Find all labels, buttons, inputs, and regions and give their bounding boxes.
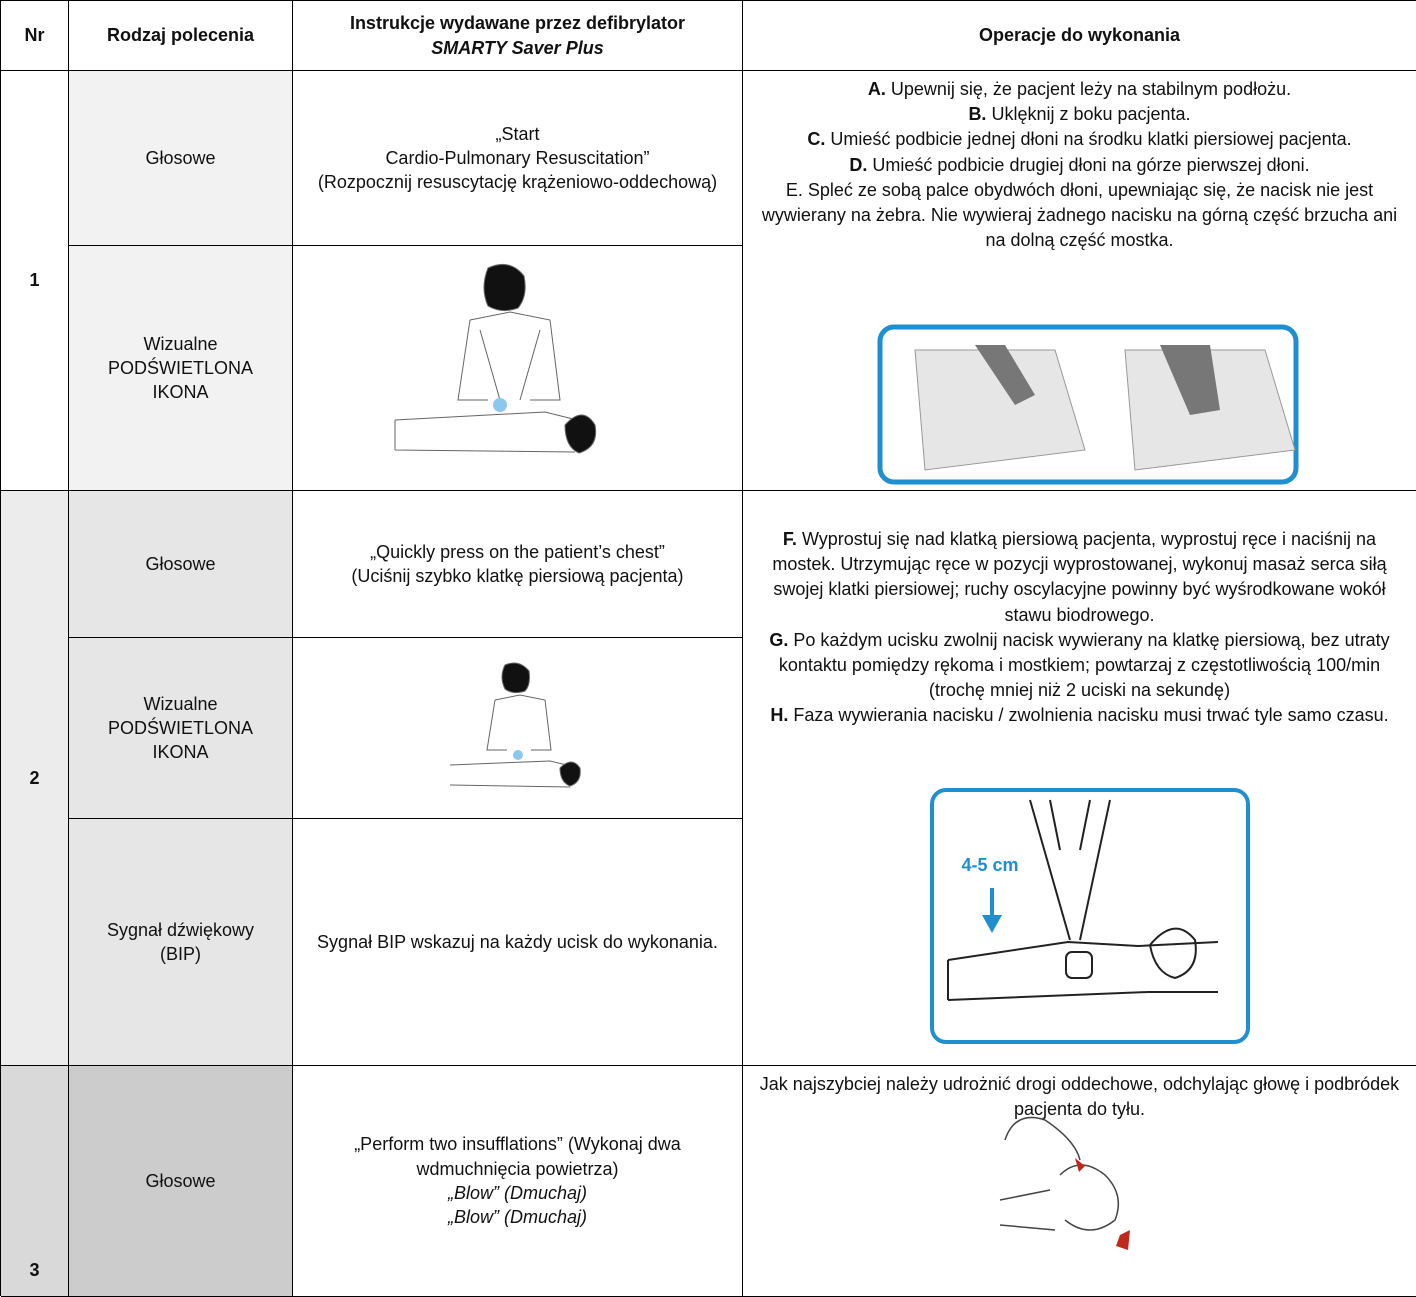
command-instruction: „Quickly press on the patient’s chest” (U…: [293, 491, 743, 638]
command-type-text: PODŚWIETLONA: [107, 357, 254, 378]
operation-step: H. Faza wywierania nacisku / zwolnienia …: [751, 703, 1408, 728]
header-nr: Nr: [24, 25, 45, 46]
operation-step: C. Umieść podbicie jednej dłoni na środk…: [751, 127, 1408, 152]
operations: Jak najszybciej należy udrożnić drogi od…: [743, 1066, 1416, 1297]
instruction-text: „Perform two insufflations” (Wykonaj dwa…: [354, 1134, 681, 1179]
step-label: G.: [769, 629, 789, 650]
step-label: C.: [807, 129, 826, 150]
row-number: 1: [1, 71, 69, 491]
step-text: Umieść podbicie drugiej dłoni na górze p…: [872, 154, 1310, 175]
operation-step: G. Po każdym ucisku zwolnij nacisk wywie…: [751, 628, 1408, 704]
command-type: Wizualne PODŚWIETLONA IKONA: [69, 638, 293, 819]
command-type-text: Głosowe: [145, 553, 216, 574]
header-cell: Operacje do wykonania: [743, 1, 1416, 71]
step-text: Upewnij się, że pacjent leży na stabilny…: [890, 79, 1292, 99]
command-type-text: Wizualne: [143, 333, 218, 354]
instruction-text: Cardio-Pulmonary Resuscitation”: [385, 147, 650, 168]
operation-step: A. Upewnij się, że pacjent leży na stabi…: [751, 77, 1408, 102]
command-instruction: [293, 638, 743, 819]
step-text: Po każdym ucisku zwolnij nacisk wywieran…: [778, 629, 1390, 701]
step-label: F.: [782, 529, 797, 549]
command-instruction: Sygnał BIP wskazuj na każdy ucisk do wyk…: [293, 819, 743, 1066]
operations-text: F. Wyprostuj się nad klatką piersiową pa…: [751, 527, 1408, 729]
operation-step: E. Spleć ze sobą palce obydwóch dłoni, u…: [751, 178, 1408, 254]
step-text: Jak najszybciej należy udrożnić drogi od…: [759, 1074, 1400, 1120]
command-type: Wizualne PODŚWIETLONA IKONA: [69, 246, 293, 491]
instruction-text: (Rozpocznij resuscytację krążeniowo-odde…: [317, 172, 718, 193]
command-type-text: IKONA: [152, 382, 209, 403]
command-type-text: Wizualne: [143, 693, 218, 714]
operations: F. Wyprostuj się nad klatką piersiową pa…: [743, 491, 1416, 1066]
step-text: E. Spleć ze sobą palce obydwóch dłoni, u…: [761, 179, 1398, 251]
row-number-text: 3: [29, 1259, 40, 1280]
step-text: Uklęknij z boku pacjenta.: [991, 104, 1191, 125]
command-type-text: IKONA: [152, 742, 209, 763]
operation-step: B. Uklęknij z boku pacjenta.: [751, 102, 1408, 127]
step-text: Umieść podbicie jednej dłoni na środku k…: [830, 129, 1352, 150]
row-number-text: 2: [29, 767, 40, 788]
command-type: Głosowe: [69, 1066, 293, 1297]
header-cell: Nr: [1, 1, 69, 71]
command-type: Głosowe: [69, 491, 293, 638]
command-type: Głosowe: [69, 71, 293, 246]
step-label: A.: [867, 79, 886, 99]
instruction-text: „Start: [495, 123, 540, 144]
command-instruction: [293, 246, 743, 491]
command-type-text: PODŚWIETLONA: [107, 717, 254, 738]
header-operations: Operacje do wykonania: [978, 25, 1181, 46]
step-label: H.: [770, 705, 789, 726]
step-text: Faza wywierania nacisku / zwolnienia nac…: [793, 705, 1389, 726]
step-label: B.: [968, 104, 987, 125]
operations: A. Upewnij się, że pacjent leży na stabi…: [743, 71, 1416, 491]
header-type: Rodzaj polecenia: [106, 25, 255, 46]
command-instruction: „Perform two insufflations” (Wykonaj dwa…: [293, 1066, 743, 1297]
operations-text: A. Upewnij się, że pacjent leży na stabi…: [751, 77, 1408, 253]
instruction-text: (Uciśnij szybko klatkę piersiową pacjent…: [351, 566, 684, 586]
step-text: Wyprostuj się nad klatką piersiową pacje…: [772, 529, 1387, 625]
command-type-text: Głosowe: [145, 147, 216, 168]
header-instruction: SMARTY Saver Plus: [431, 37, 604, 58]
command-type-text: Głosowe: [145, 1170, 216, 1191]
step-label: D.: [849, 154, 868, 175]
command-type-text: Sygnał dźwiękowy: [106, 919, 255, 940]
instruction-text: „Blow” (Dmuchaj): [447, 1183, 588, 1203]
command-type: Sygnał dźwiękowy (BIP): [69, 819, 293, 1066]
command-type-text: (BIP): [159, 944, 201, 964]
command-instruction: „Start Cardio-Pulmonary Resuscitation” (Ro…: [293, 71, 743, 246]
operation-step: D. Umieść podbicie drugiej dłoni na górz…: [751, 153, 1408, 178]
row-number: 3: [1, 1066, 69, 1297]
instruction-text: Sygnał BIP wskazuj na każdy ucisk do wyk…: [317, 931, 718, 952]
instruction-text: „Blow” (Dmuchaj): [447, 1207, 588, 1228]
row-number-text: 1: [29, 270, 40, 291]
header-instruction: Instrukcje wydawane przez defibrylator: [349, 13, 686, 34]
header-cell: Rodzaj polecenia: [69, 1, 293, 71]
instruction-text: „Quickly press on the patient’s chest”: [370, 541, 665, 562]
row-number: 2: [1, 491, 69, 1066]
operations-text: Jak najszybciej należy udrożnić drogi od…: [751, 1072, 1408, 1122]
operation-step: F. Wyprostuj się nad klatką piersiową pa…: [751, 527, 1408, 628]
header-cell: Instrukcje wydawane przez defibrylator SM…: [293, 1, 743, 71]
operation-step: Jak najszybciej należy udrożnić drogi od…: [751, 1072, 1408, 1122]
